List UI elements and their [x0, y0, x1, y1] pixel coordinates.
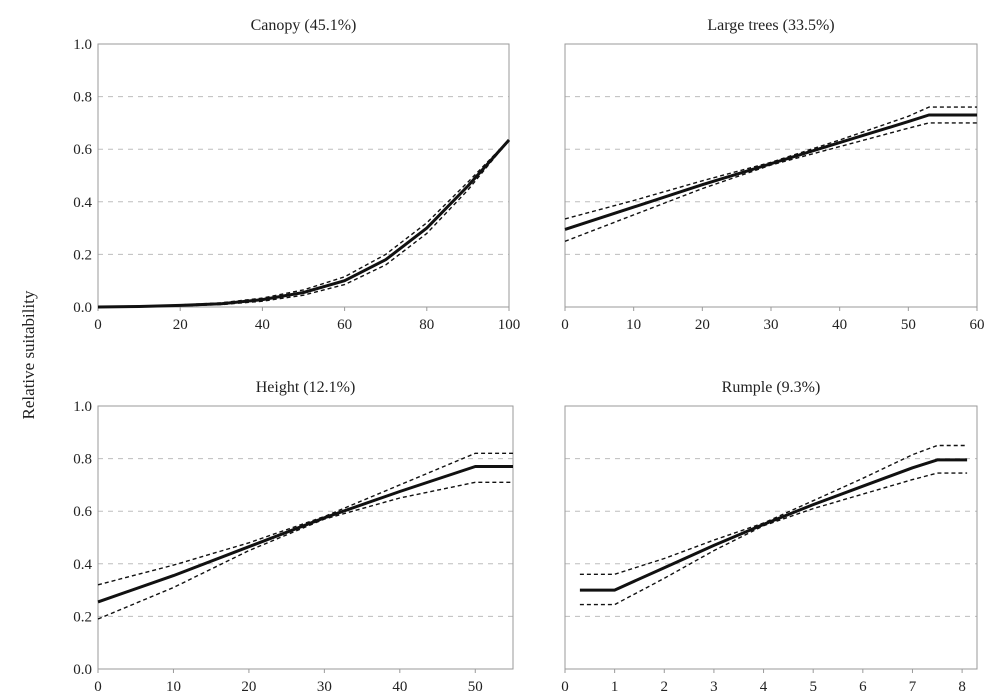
- x-tick-label: 4: [760, 679, 768, 695]
- x-tick-label: 2: [661, 679, 669, 695]
- plot-frame: [97, 405, 514, 670]
- series-line-mean: [564, 113, 977, 231]
- y-tick-label: 0.0: [73, 662, 92, 678]
- x-tick-label: 40: [832, 317, 847, 333]
- panel-title: Height (12.1%): [256, 379, 356, 396]
- y-tick-label: 0.8: [73, 452, 92, 468]
- x-tick-label: 0: [561, 317, 569, 333]
- x-tick-label: 60: [337, 317, 352, 333]
- y-tick-label: 0.8: [73, 90, 92, 106]
- x-tick-label: 5: [809, 679, 817, 695]
- panel-rumple: Rumple (9.3%) 0 1 2 3 4 5 6 7 8: [561, 379, 978, 695]
- y-tick-label: 0.2: [73, 609, 92, 625]
- series-line-mean: [579, 458, 968, 592]
- y-tick-label: 0.4: [73, 557, 92, 573]
- panel-title: Canopy (45.1%): [251, 17, 357, 34]
- x-tick-label: 50: [901, 317, 916, 333]
- panel-title: Rumple (9.3%): [722, 379, 821, 396]
- x-tick-label: 0: [94, 317, 102, 333]
- y-tick-label: 0.0: [73, 300, 92, 316]
- y-tick-label: 0.6: [73, 504, 92, 520]
- y-tick-label: 1.0: [73, 399, 92, 415]
- x-tick-label: 60: [970, 317, 985, 333]
- x-tick-label: 1: [611, 679, 619, 695]
- y-axis-label: Relative suitability: [19, 290, 38, 419]
- panel-canopy: Canopy (45.1%) 0.0 0.2 0.4 0.6 0.8 1.0 0 20 40 60…: [73, 17, 520, 333]
- plot-frame: [97, 43, 510, 308]
- x-tick-label: 10: [626, 317, 641, 333]
- series-line-upper: [579, 444, 968, 575]
- series-line-lower: [97, 139, 510, 308]
- x-tick-label: 100: [498, 317, 521, 333]
- panel-large-trees: Large trees (33.5%) 0 10 20 30 40 50 60: [561, 17, 984, 333]
- x-tick-label: 0: [561, 679, 569, 695]
- x-tick-label: 7: [909, 679, 917, 695]
- plot-frame: [564, 405, 978, 670]
- series-line-lower: [579, 472, 968, 606]
- x-tick-label: 8: [958, 679, 966, 695]
- y-tick-label: 0.2: [73, 247, 92, 263]
- series-line-mean: [97, 465, 513, 604]
- series-line-mean: [97, 139, 511, 309]
- x-tick-label: 40: [392, 679, 407, 695]
- y-tick-label: 0.6: [73, 142, 92, 158]
- x-tick-label: 20: [241, 679, 256, 695]
- x-tick-label: 50: [468, 679, 483, 695]
- x-tick-label: 3: [710, 679, 718, 695]
- x-tick-label: 80: [419, 317, 434, 333]
- series-line-lower: [97, 481, 513, 620]
- x-tick-label: 40: [255, 317, 270, 333]
- panel-height: Height (12.1%) 0.0 0.2 0.4 0.6 0.8 1.0 0 10 20 30…: [73, 379, 514, 695]
- x-tick-label: 0: [94, 679, 102, 695]
- x-tick-label: 30: [317, 679, 332, 695]
- series-line-lower: [564, 122, 977, 242]
- x-tick-label: 30: [764, 317, 779, 333]
- y-tick-label: 0.4: [73, 195, 92, 211]
- x-tick-label: 20: [695, 317, 710, 333]
- series-line-upper: [97, 452, 513, 586]
- series-line-upper: [97, 139, 510, 308]
- x-tick-label: 6: [859, 679, 867, 695]
- panel-title: Large trees (33.5%): [707, 17, 834, 34]
- x-tick-label: 10: [166, 679, 181, 695]
- y-tick-label: 1.0: [73, 37, 92, 53]
- x-tick-label: 20: [173, 317, 188, 333]
- plot-frame: [564, 43, 978, 308]
